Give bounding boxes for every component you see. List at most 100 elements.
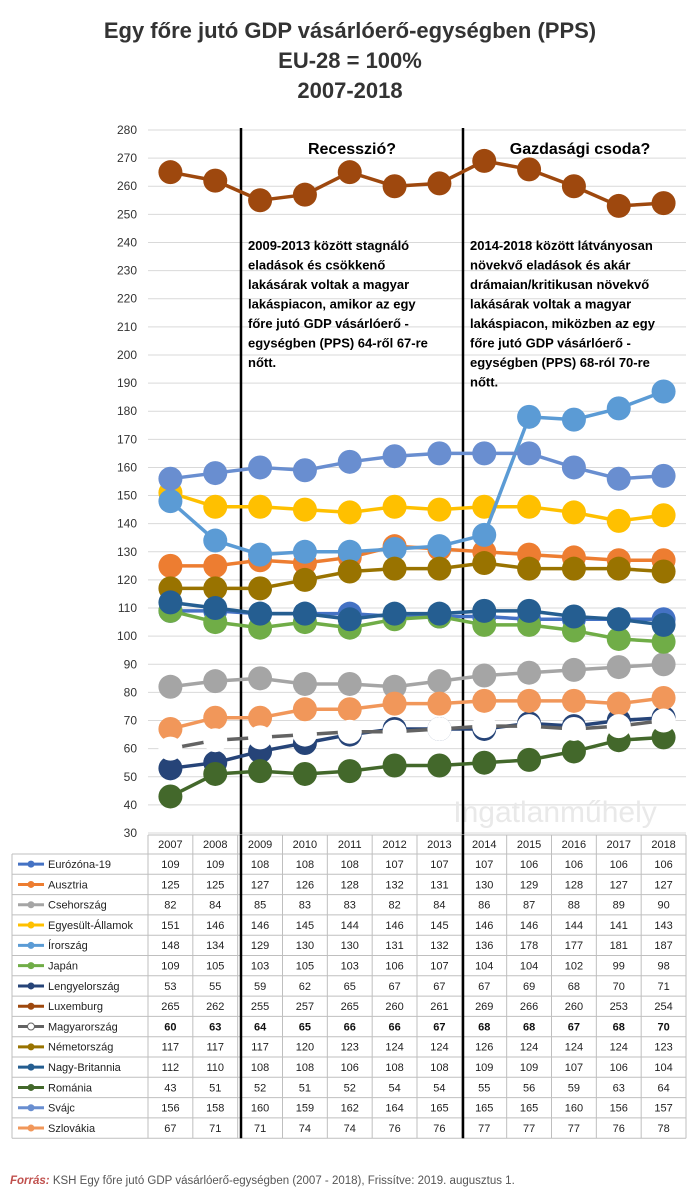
y-tick-label: 280 [117, 123, 137, 137]
table-cell-value: 106 [341, 1062, 359, 1074]
data-point [651, 652, 676, 677]
data-point [427, 171, 452, 196]
table-cell-value: 131 [430, 879, 448, 891]
table-year-header: 2012 [382, 839, 406, 851]
data-point [651, 559, 676, 584]
data-point [203, 494, 228, 519]
table-cell-value: 68 [478, 1021, 490, 1033]
data-point [203, 168, 228, 193]
data-point [651, 463, 676, 488]
table-cell-value: 123 [341, 1042, 359, 1054]
y-tick-label: 100 [117, 629, 137, 643]
table-cell-value: 130 [296, 940, 314, 952]
table-row-label: Japán [48, 961, 78, 973]
data-point [292, 671, 317, 696]
table-cell-value: 134 [206, 940, 224, 952]
table-year-header: 2007 [158, 839, 182, 851]
table-cell-value: 108 [251, 859, 269, 871]
table-cell-value: 68 [568, 981, 580, 993]
table-cell-value: 71 [657, 981, 669, 993]
table-cell-value: 177 [565, 940, 583, 952]
table-cell-value: 131 [385, 940, 403, 952]
legend-key-marker [27, 901, 35, 909]
data-point [382, 556, 407, 581]
table-cell-value: 74 [344, 1123, 356, 1135]
annotation-miracle-heading: Gazdasági csoda? [510, 141, 651, 158]
table-cell-value: 117 [251, 1042, 269, 1054]
data-point [337, 539, 362, 564]
table-cell-value: 151 [161, 920, 179, 932]
data-point [561, 556, 586, 581]
data-point [158, 716, 183, 741]
table-cell-value: 181 [610, 940, 628, 952]
data-point [472, 522, 497, 547]
data-point [158, 160, 183, 185]
data-point [158, 674, 183, 699]
table-cell-value: 104 [520, 961, 538, 973]
table-cell-value: 90 [657, 900, 669, 912]
data-point [337, 607, 362, 632]
table-cell-value: 65 [344, 981, 356, 993]
table-year-header: 2009 [248, 839, 272, 851]
table-cell-value: 130 [475, 879, 493, 891]
series-line [169, 735, 664, 799]
grid-and-axes: 30 40 50 60 70 80 90 100 110 120 130 140 150 160 170 18… [117, 123, 686, 840]
table-cell-value: 55 [209, 981, 221, 993]
table-cell-value: 63 [209, 1021, 221, 1033]
table-cell-value: 86 [478, 900, 490, 912]
table-cell-value: 144 [341, 920, 359, 932]
table-cell-value: 87 [523, 900, 535, 912]
data-point [561, 716, 586, 741]
table-year-header: 2016 [562, 839, 586, 851]
watermark: Ingatlanműhely [453, 796, 656, 829]
data-point [517, 157, 542, 182]
data-point [248, 576, 273, 601]
y-tick-label: 250 [117, 207, 137, 221]
data-point [248, 542, 273, 567]
table-cell-value: 107 [565, 1062, 583, 1074]
table-cell-value: 60 [164, 1021, 176, 1033]
data-point [427, 556, 452, 581]
series-8 [158, 708, 676, 761]
table-cell-value: 160 [251, 1103, 269, 1115]
table-cell-value: 107 [430, 961, 448, 973]
y-tick-label: 110 [118, 601, 137, 615]
table-cell-value: 117 [206, 1042, 224, 1054]
source-note: Forrás: KSH Egy főre jutó GDP vásárlóerő… [10, 1175, 515, 1187]
legend-key-marker [27, 1104, 35, 1112]
chart-title-line: 2007-2018 [297, 78, 402, 103]
data-point [606, 466, 631, 491]
table-cell-value: 261 [430, 1001, 448, 1013]
table-cell-value: 187 [654, 940, 672, 952]
table-row-label: Írország [48, 939, 88, 952]
data-point [382, 719, 407, 744]
data-point [427, 534, 452, 559]
table-cell-value: 146 [385, 920, 403, 932]
data-point [292, 182, 317, 207]
data-point [292, 497, 317, 522]
data-point [382, 444, 407, 469]
data-point [606, 556, 631, 581]
table-row-label: Nagy-Britannia [48, 1062, 122, 1074]
table-year-header: 2015 [517, 839, 541, 851]
data-point [203, 553, 228, 578]
table-cell-value: 260 [385, 1001, 403, 1013]
table-cell-value: 127 [654, 879, 672, 891]
table-cell-value: 52 [344, 1082, 356, 1094]
annotation-right-line: drámaian/kritikusan növekvő [470, 277, 649, 292]
table-cell-value: 178 [520, 940, 538, 952]
table-row-label: Ausztria [48, 879, 89, 891]
source-label: Forrás: [10, 1175, 50, 1187]
table-cell-value: 76 [433, 1123, 445, 1135]
table-row-label: Csehország [48, 900, 107, 912]
y-tick-label: 120 [117, 573, 137, 587]
data-point [158, 553, 183, 578]
data-point [248, 725, 273, 750]
table-cell-value: 82 [388, 900, 400, 912]
data-point [158, 784, 183, 809]
table-cell-value: 160 [565, 1103, 583, 1115]
table-cell-value: 257 [296, 1001, 314, 1013]
legend-key-marker [27, 921, 35, 929]
